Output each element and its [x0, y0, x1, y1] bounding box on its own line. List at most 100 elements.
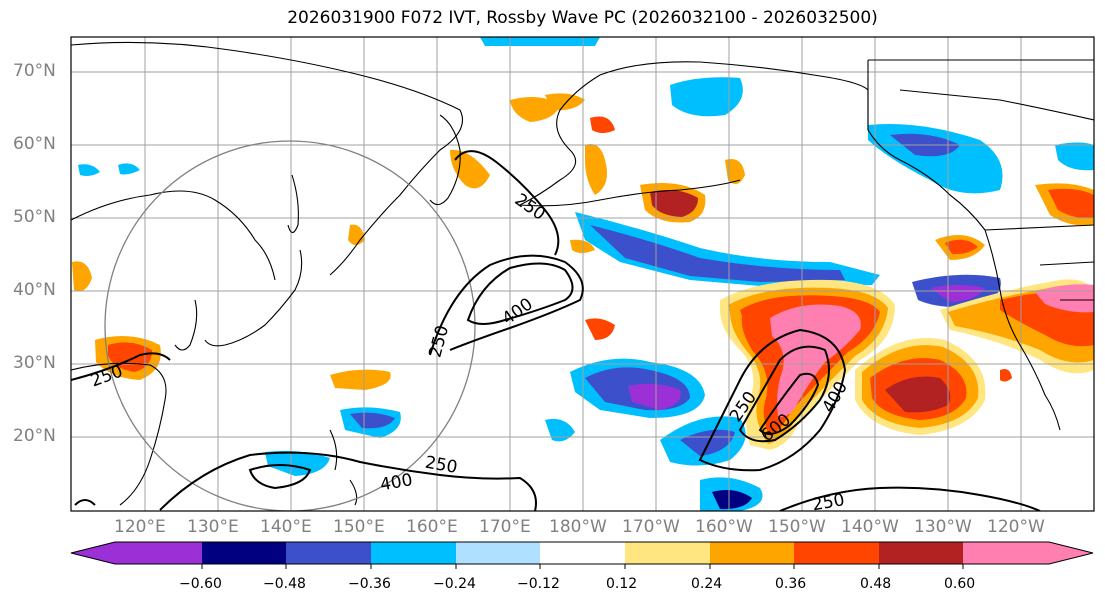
- lat-label: 40°N: [13, 280, 56, 300]
- patch-small-o4: [725, 159, 745, 184]
- patch-small-ok: [1000, 369, 1012, 382]
- patch-nw-small2: [118, 163, 140, 175]
- contour-central-400: [466, 262, 574, 325]
- coast-borders: [984, 224, 1094, 301]
- contour-east-600: [758, 372, 820, 435]
- patch-bristol-orange: [585, 144, 608, 195]
- colorbar-tick-label: −0.60: [179, 576, 222, 592]
- coast-japan: [204, 249, 303, 347]
- patch-small3: [545, 418, 575, 442]
- colorbar-segment: [879, 542, 963, 564]
- patch-south-dark: [712, 490, 752, 510]
- lon-label: 130°W: [914, 517, 972, 537]
- colorbar-segment: [202, 542, 286, 564]
- lat-label: 50°N: [13, 207, 56, 227]
- colorbar-tick-label: −0.36: [348, 576, 391, 592]
- patch-alaska-blue: [670, 77, 743, 117]
- lon-label: 160°W: [695, 517, 753, 537]
- colorbar-segment: [963, 542, 1049, 564]
- patch-ne-blue: [1055, 142, 1094, 171]
- colorbar-tick-label: 0.24: [691, 576, 723, 592]
- patch-korea: [72, 261, 92, 292]
- colorbar-segment: [115, 542, 202, 564]
- coast-alaska-west: [519, 74, 601, 206]
- colorbar-tick-label: 0.48: [860, 576, 892, 592]
- patch-wpac2: [265, 450, 330, 476]
- coast-korea: [174, 299, 198, 351]
- lat-label: 30°N: [13, 353, 56, 373]
- patch-wp-orange: [330, 369, 391, 390]
- colorbar-segment: [371, 542, 456, 564]
- ivt-contours: [71, 150, 1041, 511]
- lat-label: 20°N: [13, 426, 56, 446]
- lon-label: 140°E: [260, 517, 312, 537]
- colorbar-tick-label: 0.12: [606, 576, 638, 592]
- lat-label: 70°N: [13, 61, 56, 81]
- coast-kamchatka: [429, 114, 461, 206]
- patch-bering-blue: [575, 212, 880, 286]
- colorbar-tick-label: −0.24: [433, 576, 476, 592]
- colorbar-tick-label: −0.12: [517, 576, 560, 592]
- contour-aleutian-250: [454, 150, 560, 256]
- coast-asia-north: [71, 41, 464, 276]
- lon-label: 140°W: [841, 517, 899, 537]
- colorbar-tick-label: 0.60: [944, 576, 976, 592]
- map-area: 250 400 250 250 250 400 250 600 400 250: [71, 37, 1094, 515]
- colorbar-segment: [710, 542, 794, 564]
- colorbar-segment: [456, 542, 540, 564]
- colorbar-arrow-left: [71, 542, 115, 564]
- colorbar: [70, 541, 1094, 569]
- contour-label: 250: [811, 490, 846, 515]
- patch-bering-mid: [590, 225, 845, 282]
- lon-label: 130°E: [187, 517, 239, 537]
- colorbar-arrow-right: [1049, 542, 1093, 564]
- lat-label: 60°N: [13, 134, 56, 154]
- patch-central-purple: [628, 383, 681, 410]
- lon-label: 150°E: [333, 517, 385, 537]
- patch-yukon: [510, 96, 560, 122]
- colorbar-segment: [540, 542, 625, 564]
- patch-bc-red: [945, 239, 978, 255]
- coast-sakhalin: [287, 174, 299, 234]
- colorbar-segment: [625, 542, 710, 564]
- contour-japan-250: [71, 352, 171, 381]
- patch-pacific-orange: [585, 318, 615, 340]
- colorbar-tick-label: 0.36: [775, 576, 807, 592]
- coast-islands: [329, 429, 358, 506]
- patch-east-dark: [885, 376, 951, 413]
- range-circle: [104, 140, 476, 511]
- lon-label: 180°W: [549, 517, 607, 537]
- coast-alaska: [599, 61, 986, 231]
- coast-canada: [867, 59, 1094, 130]
- lon-label: 150°W: [768, 517, 826, 537]
- lon-label: 160°E: [406, 517, 458, 537]
- patch-arctic-blue: [480, 37, 600, 46]
- contour-wp-400: [248, 464, 312, 490]
- map-frame: [70, 36, 1095, 512]
- patch-alaska2: [590, 116, 615, 133]
- patch-westcoast-purple: [930, 285, 985, 302]
- patch-alaska-red: [650, 190, 698, 217]
- colorbar-segment: [286, 542, 371, 564]
- colorbar-outline: [70, 541, 1094, 565]
- lon-label: 170°E: [479, 517, 531, 537]
- colorbar-tick-label: −0.48: [263, 576, 306, 592]
- contour-east-250: [698, 328, 847, 472]
- contour-central-250: [429, 254, 584, 356]
- coast-aleutians: [519, 179, 741, 207]
- contour-wp-250b: [74, 499, 96, 506]
- colorbar-segment: [794, 542, 879, 564]
- patch-bering-orange: [545, 93, 585, 111]
- patch-nw-small: [78, 164, 100, 176]
- lon-label: 120°E: [114, 517, 166, 537]
- lon-label: 120°W: [987, 517, 1045, 537]
- patch-wpac-mid: [350, 412, 395, 429]
- patch-canada-red: [1048, 188, 1094, 219]
- coast-siberia: [71, 190, 276, 281]
- colorbar-ticks: [201, 564, 964, 569]
- lon-label: 170°W: [622, 517, 680, 537]
- map-title: 2026031900 F072 IVT, Rossby Wave PC (202…: [287, 8, 878, 28]
- negative-anomaly-patches: [78, 37, 1094, 511]
- coastlines: [71, 41, 1094, 506]
